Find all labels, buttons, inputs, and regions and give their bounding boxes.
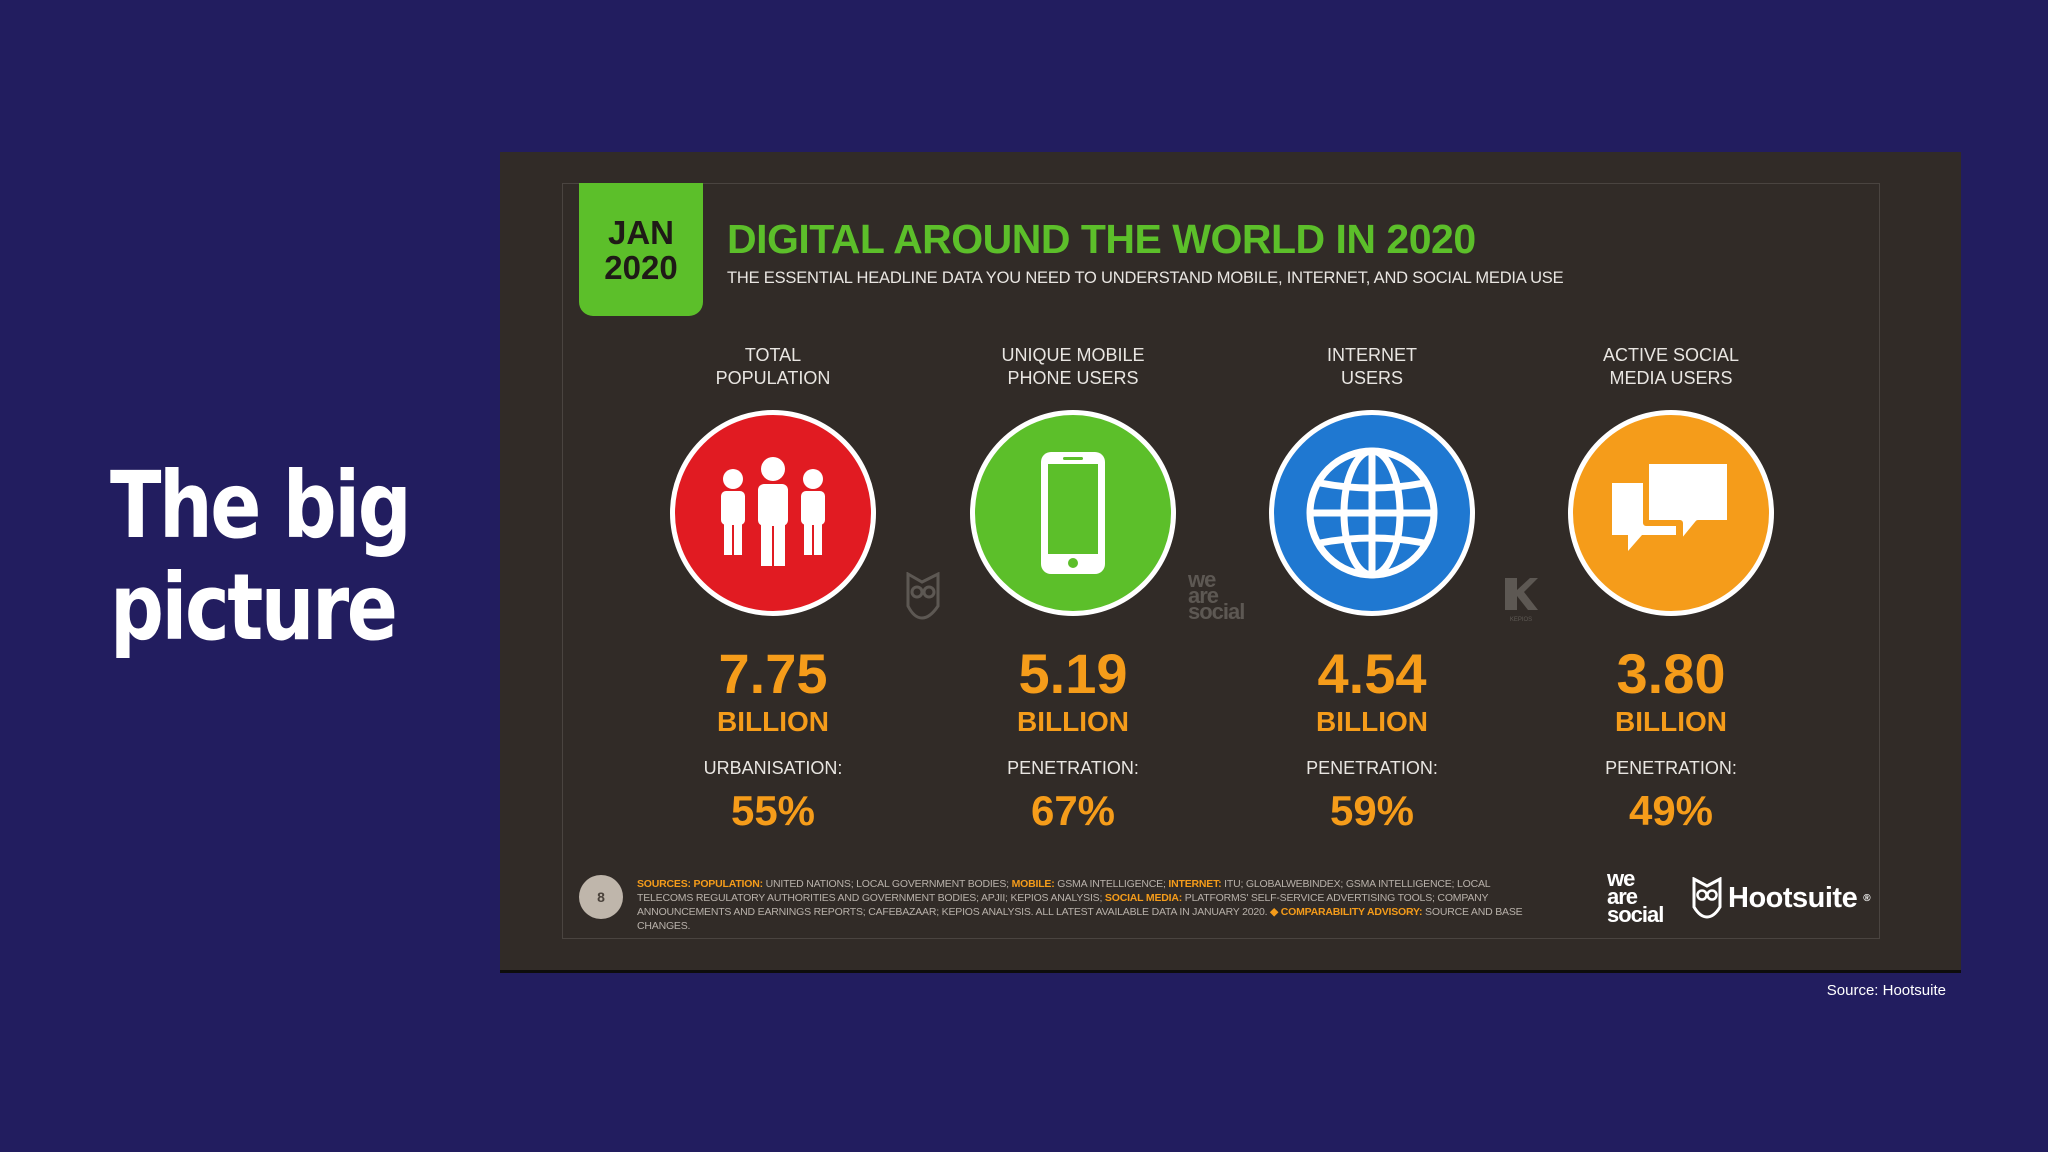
stat-value: 4.54	[1317, 642, 1427, 705]
hootsuite-wordmark: Hootsuite	[1728, 881, 1858, 914]
stat-internet-users: INTERNET USERS 4.54 BILLION PENETRATION:…	[1222, 344, 1522, 835]
stat-subvalue: 49%	[1628, 787, 1714, 834]
hootsuite-logo: Hootsuite ®	[1692, 877, 1871, 919]
we-are-social-watermark: we are social	[1188, 567, 1245, 624]
stat-sublabel: PENETRATION:	[1605, 758, 1737, 778]
stat-label: TOTAL POPULATION	[715, 345, 831, 388]
kepios-watermark: KEPIOS	[1502, 576, 1540, 623]
globe-icon	[1306, 447, 1438, 579]
infographic-subtitle: THE ESSENTIAL HEADLINE DATA YOU NEED TO …	[727, 269, 1564, 287]
people-icon	[721, 457, 825, 566]
stat-label: INTERNET USERS	[1327, 345, 1417, 388]
stat-mobile-users: UNIQUE MOBILE PHONE USERS 5.19 BILLION P…	[923, 344, 1223, 835]
owl-logo-icon	[1692, 877, 1722, 919]
stat-total-population: TOTAL POPULATION 7.75 BILLION URBANI	[623, 344, 923, 835]
slide-title-line-1: The big	[110, 452, 412, 559]
stat-value: 3.80	[1616, 642, 1726, 705]
stat-social-media-users: ACTIVE SOCIAL MEDIA USERS 3.80 BILLION P…	[1521, 344, 1821, 835]
stat-subvalue: 59%	[1329, 787, 1415, 834]
stat-unit: BILLION	[1017, 706, 1129, 737]
infographic-frame	[562, 183, 1880, 939]
stat-unit: BILLION	[717, 706, 829, 737]
stat-circle	[1568, 410, 1774, 616]
stat-circle	[970, 410, 1176, 616]
stat-label: ACTIVE SOCIAL MEDIA USERS	[1602, 345, 1740, 388]
infographic-title: DIGITAL AROUND THE WORLD IN 2020	[727, 216, 1476, 262]
slide-title: The big picture	[110, 452, 412, 661]
mobile-phone-icon	[1041, 452, 1105, 574]
date-badge: JAN 2020	[579, 183, 703, 316]
stat-circle	[1269, 410, 1475, 616]
owl-watermark-icon	[906, 572, 940, 620]
stat-unit: BILLION	[1316, 706, 1428, 737]
page-number: 8	[579, 875, 623, 919]
stat-sublabel: PENETRATION:	[1007, 758, 1139, 778]
stat-unit: BILLION	[1615, 706, 1727, 737]
badge-month: JAN	[607, 213, 675, 251]
slide-title-line-2: picture	[110, 554, 398, 661]
stat-subvalue: 67%	[1030, 787, 1116, 834]
registered-mark: ®	[1863, 892, 1871, 904]
we-are-social-logo: we are social	[1607, 866, 1664, 927]
source-caption: Source: Hootsuite	[1826, 982, 1946, 999]
stat-circle	[670, 410, 876, 616]
stat-subvalue: 55%	[730, 787, 816, 834]
infographic-image: JAN 2020 DIGITAL AROUND THE WORLD IN 202…	[500, 152, 1961, 970]
badge-year: 2020	[604, 248, 678, 286]
stat-label: UNIQUE MOBILE PHONE USERS	[1001, 345, 1145, 388]
kepios-logo-icon	[1505, 578, 1538, 610]
stat-sublabel: PENETRATION:	[1306, 758, 1438, 778]
stat-value: 5.19	[1018, 642, 1128, 705]
chat-bubbles-icon	[1612, 458, 1733, 551]
stat-value: 7.75	[718, 642, 828, 705]
sources-text: SOURCES: POPULATION: UNITED NATIONS; LOC…	[637, 878, 1523, 932]
stat-sublabel: URBANISATION:	[703, 758, 843, 778]
